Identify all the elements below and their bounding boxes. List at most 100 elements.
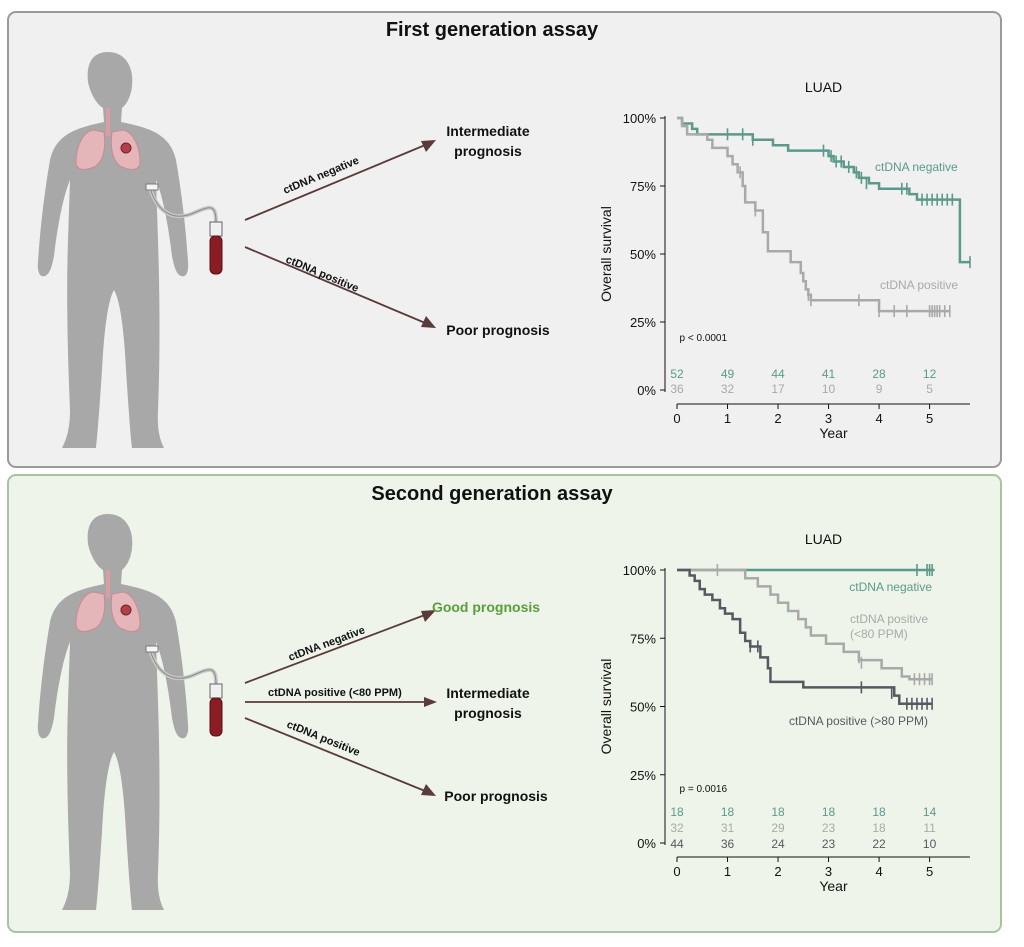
outcome-label: prognosis [454, 705, 522, 721]
human-body-icon [37, 514, 223, 910]
arrowhead-icon [421, 316, 436, 328]
blood-tube-icon [209, 235, 223, 275]
arrowhead-icon [421, 140, 436, 152]
trachea-icon [106, 570, 110, 598]
y-tick-label: 25% [630, 768, 656, 783]
risk-table-value: 24 [771, 837, 785, 851]
y-axis-label: Overall survival [598, 206, 614, 302]
catheter-icon [145, 645, 159, 653]
tumor-icon [120, 604, 132, 616]
risk-table-value: 44 [670, 837, 684, 851]
risk-table-value: 36 [670, 382, 684, 396]
panel-second-generation: Second generation assay ctDNA negative G… [7, 474, 1002, 933]
human-figure-icon [37, 52, 223, 448]
risk-table-value: 52 [670, 367, 684, 381]
p-value: p < 0.0001 [680, 333, 728, 344]
x-tick-label: 5 [926, 411, 933, 426]
lung-left-icon [75, 129, 106, 170]
risk-table-value: 23 [822, 821, 836, 835]
series-label: ctDNA positive [880, 278, 958, 292]
y-tick-label: 0% [637, 836, 656, 851]
risk-table-value: 10 [923, 837, 937, 851]
risk-table-value: 36 [721, 837, 735, 851]
panel-2-title: Second generation assay [371, 483, 613, 505]
risk-table-value: 10 [822, 382, 836, 396]
arrowhead-icon [424, 697, 437, 707]
x-tick-label: 1 [724, 411, 731, 426]
risk-table-value: 11 [923, 821, 936, 835]
x-tick-label: 2 [774, 864, 781, 879]
y-tick-label: 25% [630, 315, 656, 330]
risk-table-value: 17 [771, 382, 785, 396]
series-label: ctDNA negative [849, 580, 932, 594]
risk-table-value: 18 [822, 805, 836, 819]
lung-left-icon [75, 591, 106, 632]
outcome-label: prognosis [454, 143, 522, 159]
risk-table-value: 41 [822, 367, 836, 381]
panel-first-generation: First generation assay ctDNA negative In… [7, 11, 1002, 468]
x-axis-label: Year [819, 878, 848, 894]
risk-table-value: 28 [872, 367, 886, 381]
risk-table-value: 5 [926, 382, 933, 396]
outcome-label: Poor prognosis [446, 322, 550, 338]
risk-table-value: 32 [721, 382, 735, 396]
risk-table-value: 22 [872, 837, 886, 851]
risk-table-value: 18 [771, 805, 785, 819]
risk-table-value: 18 [872, 805, 886, 819]
y-tick-label: 75% [630, 179, 656, 194]
x-tick-label: 3 [825, 864, 832, 879]
x-tick-label: 5 [926, 864, 933, 879]
blood-tube-icon [209, 697, 223, 737]
outcome-label: Poor prognosis [444, 788, 548, 804]
series-line-1 [677, 568, 933, 681]
series-label: (<80 PPM) [850, 627, 908, 641]
risk-table-value: 14 [923, 805, 937, 819]
risk-table-value: 31 [721, 821, 735, 835]
series-label: ctDNA negative [875, 160, 958, 174]
y-axis-label: Overall survival [598, 659, 614, 755]
risk-table-value: 44 [771, 367, 785, 381]
risk-table-value: 18 [872, 821, 886, 835]
risk-table-value: 32 [670, 821, 684, 835]
panel-1-title: First generation assay [386, 19, 599, 41]
series-line-2 [677, 568, 933, 706]
risk-table-value: 18 [670, 805, 684, 819]
y-tick-label: 0% [637, 383, 656, 398]
x-tick-label: 0 [673, 411, 680, 426]
series-label: ctDNA positive (>80 PPM) [789, 714, 928, 728]
y-tick-label: 75% [630, 631, 656, 646]
risk-table-value: 18 [721, 805, 735, 819]
iv-line-outline [149, 187, 217, 223]
series-label: ctDNA positive [850, 612, 928, 626]
arrow-ctdna-positive-low: ctDNA positive (<80 PPM) [245, 687, 437, 707]
tumor-icon [120, 142, 132, 154]
y-tick-label: 50% [630, 247, 656, 262]
arrowhead-icon [421, 610, 436, 622]
panel-1-background [7, 11, 1002, 468]
risk-table-value: 9 [876, 382, 883, 396]
body-silhouette [37, 52, 189, 448]
tube-cap-icon [209, 221, 223, 237]
outcome-label-good: Good prognosis [432, 599, 540, 615]
chart-title: LUAD [805, 531, 842, 547]
x-tick-label: 1 [724, 864, 731, 879]
panel-2-background [7, 474, 1002, 933]
arrow-label: ctDNA positive (<80 PPM) [268, 687, 402, 699]
p-value: p = 0.0016 [680, 784, 728, 795]
risk-table-value: 12 [923, 367, 937, 381]
arrowhead-icon [421, 784, 436, 796]
body-silhouette [37, 514, 189, 910]
x-tick-label: 3 [825, 411, 832, 426]
human-figure-icon [37, 514, 223, 910]
risk-table-value: 23 [822, 837, 836, 851]
risk-table-value: 29 [771, 821, 785, 835]
chart-title: LUAD [805, 79, 842, 95]
outcome-label: Intermediate [446, 685, 529, 701]
trachea-icon [106, 108, 110, 136]
x-tick-label: 2 [774, 411, 781, 426]
risk-table-value: 49 [721, 367, 735, 381]
outcome-label: Intermediate [446, 123, 529, 139]
